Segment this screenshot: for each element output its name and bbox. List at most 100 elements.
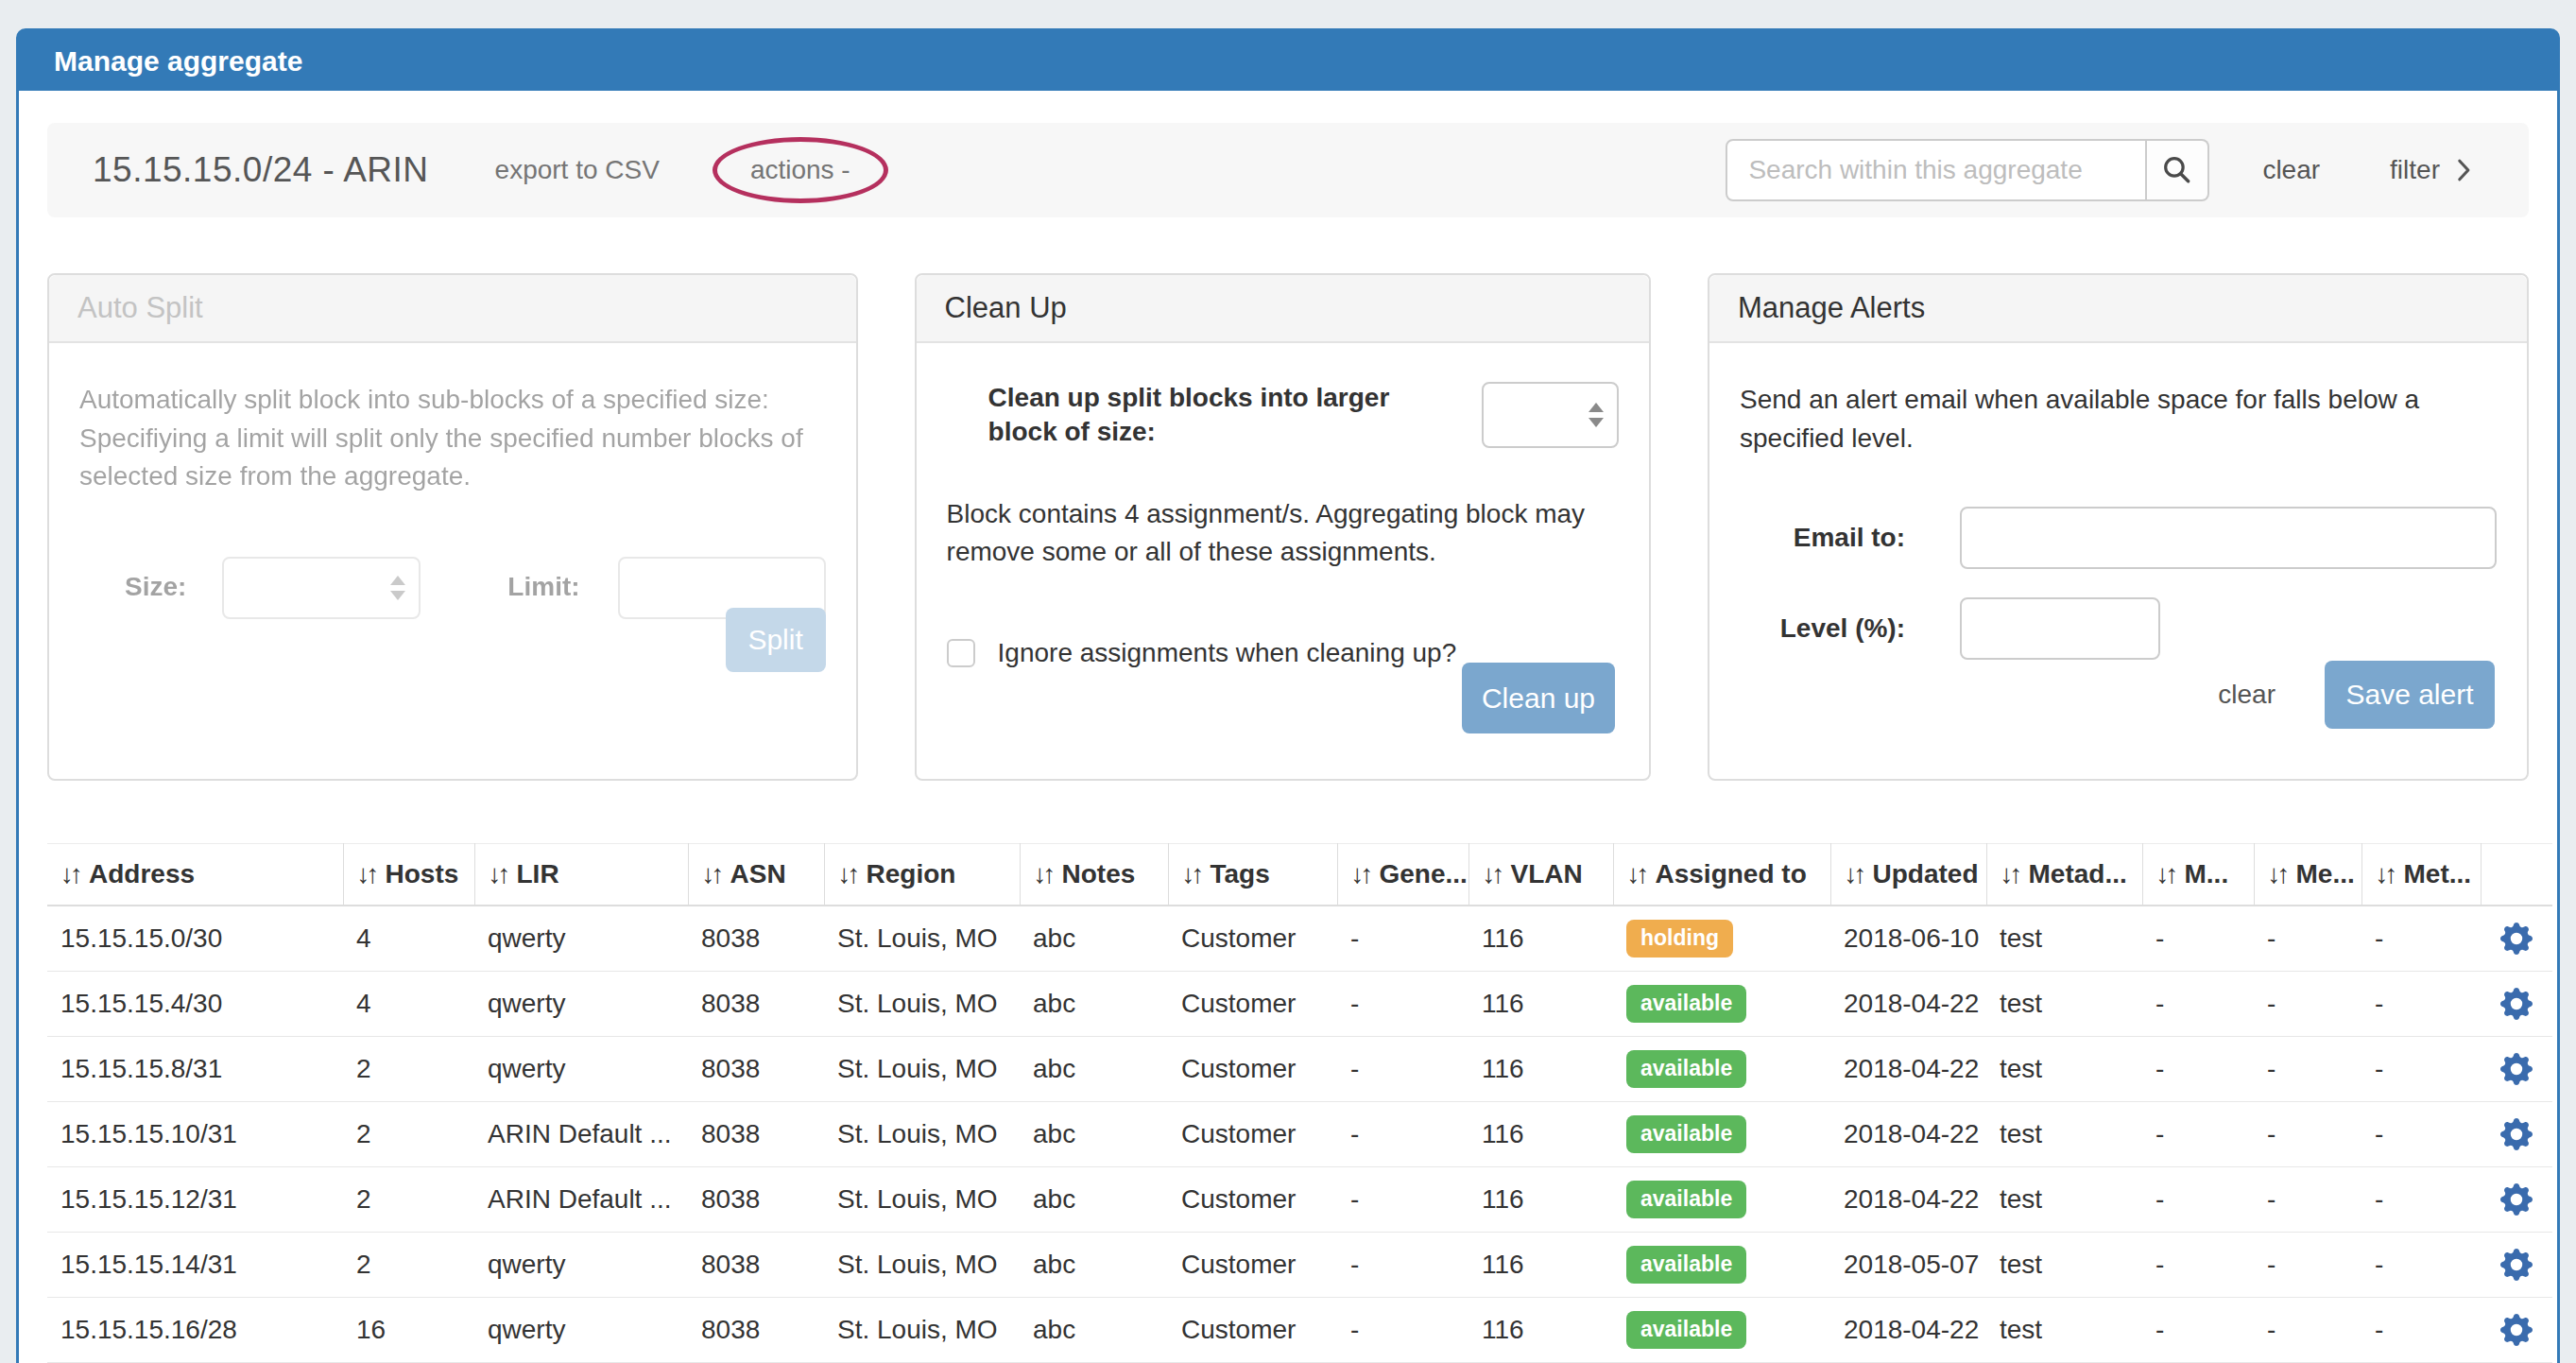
row-settings-button[interactable]	[2481, 1036, 2552, 1101]
search-input[interactable]	[1726, 139, 2147, 201]
status-badge: available	[1626, 985, 1746, 1023]
cell-meta2: -	[2142, 1232, 2254, 1297]
auto-split-description: Automatically split block into sub-block…	[79, 381, 826, 496]
row-settings-button[interactable]	[2481, 1297, 2552, 1362]
column-header-meta4[interactable]: ↓↑Met...	[2361, 844, 2481, 906]
gear-icon	[2500, 1183, 2533, 1216]
clear-search-link[interactable]: clear	[2262, 155, 2320, 185]
auto-split-body: Automatically split block into sub-block…	[49, 343, 856, 657]
cell-notes: abc	[1020, 1232, 1168, 1297]
level-input[interactable]	[1960, 597, 2160, 660]
column-label: ASN	[730, 859, 786, 889]
panel-body: 15.15.15.0/24 - ARIN export to CSV actio…	[19, 91, 2557, 1363]
column-header-region[interactable]: ↓↑Region	[824, 844, 1020, 906]
sort-icon: ↓↑	[2268, 859, 2287, 889]
row-settings-button[interactable]	[2481, 1232, 2552, 1297]
alerts-actions: clear Save alert	[2218, 661, 2495, 729]
cell-hosts: 2	[343, 1232, 474, 1297]
status-badge: available	[1626, 1050, 1746, 1088]
save-alert-button[interactable]: Save alert	[2325, 661, 2495, 729]
table-row: 15.15.15.16/2816qwerty8038St. Louis, MOa…	[47, 1297, 2552, 1362]
search-button[interactable]	[2147, 139, 2209, 201]
select-stepper-icon	[390, 576, 405, 600]
table-row: 15.15.15.8/312qwerty8038St. Louis, MOabc…	[47, 1036, 2552, 1101]
cell-vlan: 116	[1468, 1036, 1613, 1101]
cell-hosts: 2	[343, 1166, 474, 1232]
table-row: 15.15.15.10/312ARIN Default ...8038St. L…	[47, 1101, 2552, 1166]
cell-hosts: 2	[343, 1101, 474, 1166]
cell-meta4: -	[2361, 1232, 2481, 1297]
column-header-asn[interactable]: ↓↑ASN	[688, 844, 824, 906]
column-header-status[interactable]: ↓↑Assigned to	[1613, 844, 1830, 906]
cell-meta1: test	[1986, 906, 2142, 971]
status-badge: available	[1626, 1115, 1746, 1153]
size-select[interactable]	[222, 557, 421, 619]
cell-hosts: 4	[343, 971, 474, 1036]
cell-tags: Customer	[1168, 1166, 1337, 1232]
cell-meta2: -	[2142, 1297, 2254, 1362]
table-row: 15.15.15.12/312ARIN Default ...8038St. L…	[47, 1166, 2552, 1232]
auto-split-form: Size: Limit:	[79, 557, 826, 619]
cell-address: 15.15.15.10/31	[47, 1101, 343, 1166]
cell-status: available	[1613, 1297, 1830, 1362]
cell-asn: 8038	[688, 971, 824, 1036]
clean-up-button[interactable]: Clean up	[1462, 663, 1615, 733]
cell-meta3: -	[2254, 1166, 2361, 1232]
cell-notes: abc	[1020, 971, 1168, 1036]
column-header-generic[interactable]: ↓↑Gene...	[1337, 844, 1468, 906]
ignore-assignments-label: Ignore assignments when cleaning up?	[998, 634, 1457, 673]
cell-generic: -	[1337, 1297, 1468, 1362]
cell-tags: Customer	[1168, 1036, 1337, 1101]
cell-meta2: -	[2142, 971, 2254, 1036]
split-button[interactable]: Split	[726, 608, 826, 672]
export-csv-link[interactable]: export to CSV	[495, 155, 660, 185]
cell-updated: 2018-05-07	[1830, 1232, 1986, 1297]
column-header-tags[interactable]: ↓↑Tags	[1168, 844, 1337, 906]
row-settings-button[interactable]	[2481, 1166, 2552, 1232]
cell-meta2: -	[2142, 906, 2254, 971]
column-header-address[interactable]: ↓↑Address	[47, 844, 343, 906]
row-settings-button[interactable]	[2481, 971, 2552, 1036]
cell-vlan: 116	[1468, 1297, 1613, 1362]
column-header-meta1[interactable]: ↓↑Metad...	[1986, 844, 2142, 906]
column-header-updated[interactable]: ↓↑Updated	[1830, 844, 1986, 906]
column-label: Updated	[1873, 859, 1979, 889]
ignore-assignments-checkbox[interactable]	[947, 639, 975, 667]
column-header-lir[interactable]: ↓↑LIR	[474, 844, 688, 906]
cell-asn: 8038	[688, 1101, 824, 1166]
status-badge: holding	[1626, 920, 1733, 958]
column-header-meta2[interactable]: ↓↑M...	[2142, 844, 2254, 906]
cell-generic: -	[1337, 1232, 1468, 1297]
table-body: 15.15.15.0/304qwerty8038St. Louis, MOabc…	[47, 906, 2552, 1362]
cell-updated: 2018-04-22	[1830, 1166, 1986, 1232]
column-header-vlan[interactable]: ↓↑VLAN	[1468, 844, 1613, 906]
cell-meta3: -	[2254, 1101, 2361, 1166]
cell-notes: abc	[1020, 1036, 1168, 1101]
cell-vlan: 116	[1468, 1232, 1613, 1297]
cell-address: 15.15.15.8/31	[47, 1036, 343, 1101]
cell-tags: Customer	[1168, 971, 1337, 1036]
row-settings-button[interactable]	[2481, 1101, 2552, 1166]
column-header-notes[interactable]: ↓↑Notes	[1020, 844, 1168, 906]
actions-dropdown[interactable]: actions -	[726, 142, 875, 198]
cell-address: 15.15.15.4/30	[47, 971, 343, 1036]
table-header-row: ↓↑Address↓↑Hosts↓↑LIR↓↑ASN↓↑Region↓↑Note…	[47, 844, 2552, 906]
search-group	[1726, 139, 2209, 201]
alerts-clear-link[interactable]: clear	[2218, 676, 2275, 715]
cell-asn: 8038	[688, 1166, 824, 1232]
column-header-meta3[interactable]: ↓↑Me...	[2254, 844, 2361, 906]
cell-address: 15.15.15.16/28	[47, 1297, 343, 1362]
filter-link[interactable]: filter	[2390, 155, 2472, 185]
column-header-hosts[interactable]: ↓↑Hosts	[343, 844, 474, 906]
cell-generic: -	[1337, 971, 1468, 1036]
row-settings-button[interactable]	[2481, 906, 2552, 971]
sort-icon: ↓↑	[60, 859, 79, 889]
column-label: Metad...	[2029, 859, 2127, 889]
email-input[interactable]	[1960, 507, 2497, 569]
clean-up-title: Clean Up	[917, 275, 1649, 343]
cell-meta1: test	[1986, 1232, 2142, 1297]
clean-up-size-select[interactable]	[1482, 382, 1619, 448]
chevron-right-icon	[2455, 157, 2472, 183]
cell-address: 15.15.15.0/30	[47, 906, 343, 971]
toolbar-right: clear filter	[1726, 139, 2497, 201]
